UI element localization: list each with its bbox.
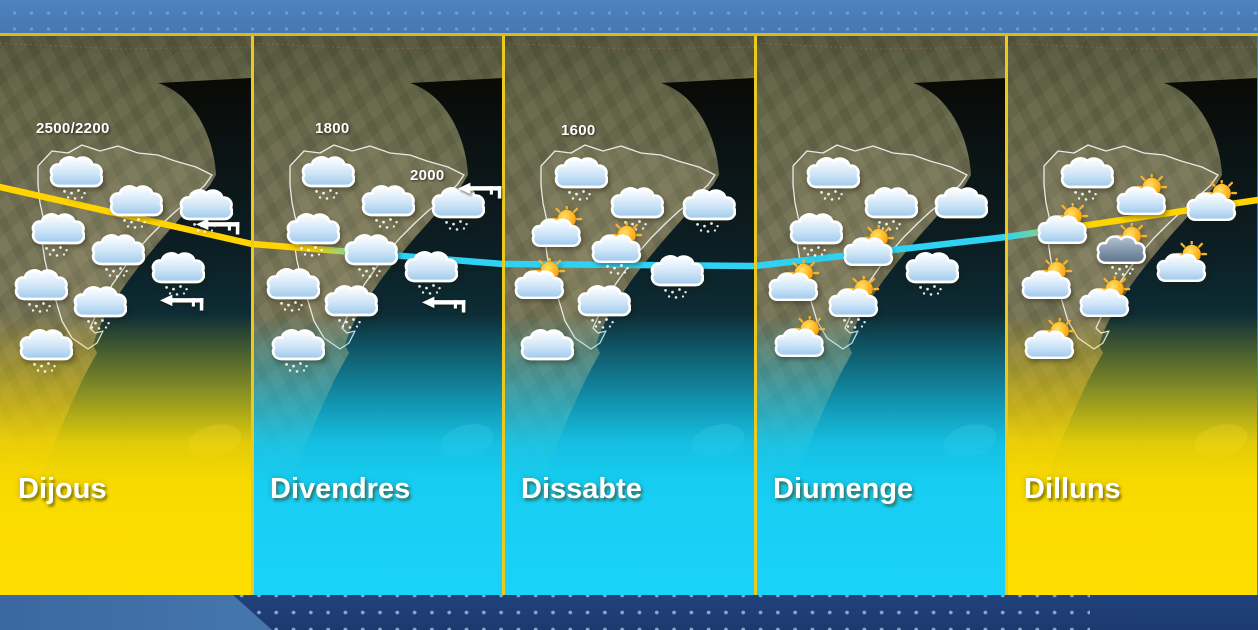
rain-cloud-icon [575,276,632,330]
rain-cloud-icon [12,260,69,314]
wind-arrow-icon [160,294,206,312]
panel-separator [1005,33,1008,595]
rain-cloud-icon [71,277,128,331]
rain-cloud-icon [518,320,575,374]
rain-cloud-icon [322,276,379,330]
sun-cloud-icon [1155,238,1211,295]
rain-cloud-icon [149,243,206,297]
rain-cloud-icon [299,147,356,201]
panel-color-fade [252,33,503,595]
day-label: Dilluns [1024,473,1121,505]
sun-cloud-icon [773,313,829,370]
panel-top-border [0,33,1258,36]
sun-cloud-icon [590,219,646,276]
rain-cloud-icon [552,148,609,202]
sun-cloud-icon [827,273,883,330]
sun-dark-cloud-icon [1095,220,1151,277]
panel-separator [754,33,757,595]
rain-cloud-icon [787,204,844,258]
rain-cloud-icon [648,246,705,300]
sun-cloud-icon [1036,200,1092,257]
sun-cloud-icon [513,255,569,312]
sun-cloud-icon [842,222,898,279]
snow-level-label: 1600 [561,122,596,139]
rain-cloud-icon [107,176,164,230]
rain-cloud-icon [1058,148,1115,202]
rain-cloud-icon [402,242,459,296]
rain-cloud-icon [264,259,321,313]
rain-cloud-icon [932,178,989,232]
snow-level-label: 2000 [410,167,445,184]
day-label: Divendres [270,473,411,505]
sun-cloud-icon [1023,315,1079,372]
forecast-panel-dijous: 2500/2200 Dijous [0,33,251,595]
forecast-panel-dissabte: 1600 Dissabte [503,33,754,595]
top-bar-dot-pattern [0,0,1258,33]
bottom-bar [0,595,1258,630]
rain-cloud-icon [903,243,960,297]
rain-cloud-icon [804,148,861,202]
rain-cloud-icon [862,178,919,232]
sun-cloud-icon [1115,171,1171,228]
panel-color-fade [1006,33,1257,595]
rain-cloud-icon [359,176,416,230]
sun-cloud-icon [767,257,823,314]
sun-cloud-icon [1185,177,1241,234]
sun-cloud-icon [1020,255,1076,312]
rain-cloud-icon [680,180,737,234]
sun-cloud-icon [1078,273,1134,330]
rain-cloud-icon [89,225,146,279]
snow-level-label: 2500/2200 [36,120,110,137]
day-label: Diumenge [773,473,914,505]
wind-arrow-icon [196,218,242,236]
snow-level-label: 1800 [315,120,350,137]
panel-separator [502,33,505,595]
rain-cloud-icon [29,204,86,258]
rain-cloud-icon [342,225,399,279]
rain-cloud-icon [47,147,104,201]
forecast-panel-dilluns: Dilluns [1006,33,1257,595]
wind-arrow-icon [458,182,503,200]
panel-color-fade [755,33,1006,595]
bottom-bar-dot-pattern [225,595,1090,630]
bottom-bar-accent [0,595,272,630]
panel-separator [251,33,254,595]
forecast-panel-diumenge: Diumenge [755,33,1006,595]
day-label: Dijous [18,473,107,505]
rain-cloud-icon [284,204,341,258]
forecast-panel-divendres: 1800 2000 Divendres [252,33,503,595]
top-bar [0,0,1258,33]
rain-cloud-icon [269,320,326,374]
day-label: Dissabte [521,473,642,505]
panel-color-fade [0,33,251,595]
sun-cloud-icon [530,203,586,260]
rain-cloud-icon [17,320,74,374]
wind-arrow-icon [422,296,468,314]
